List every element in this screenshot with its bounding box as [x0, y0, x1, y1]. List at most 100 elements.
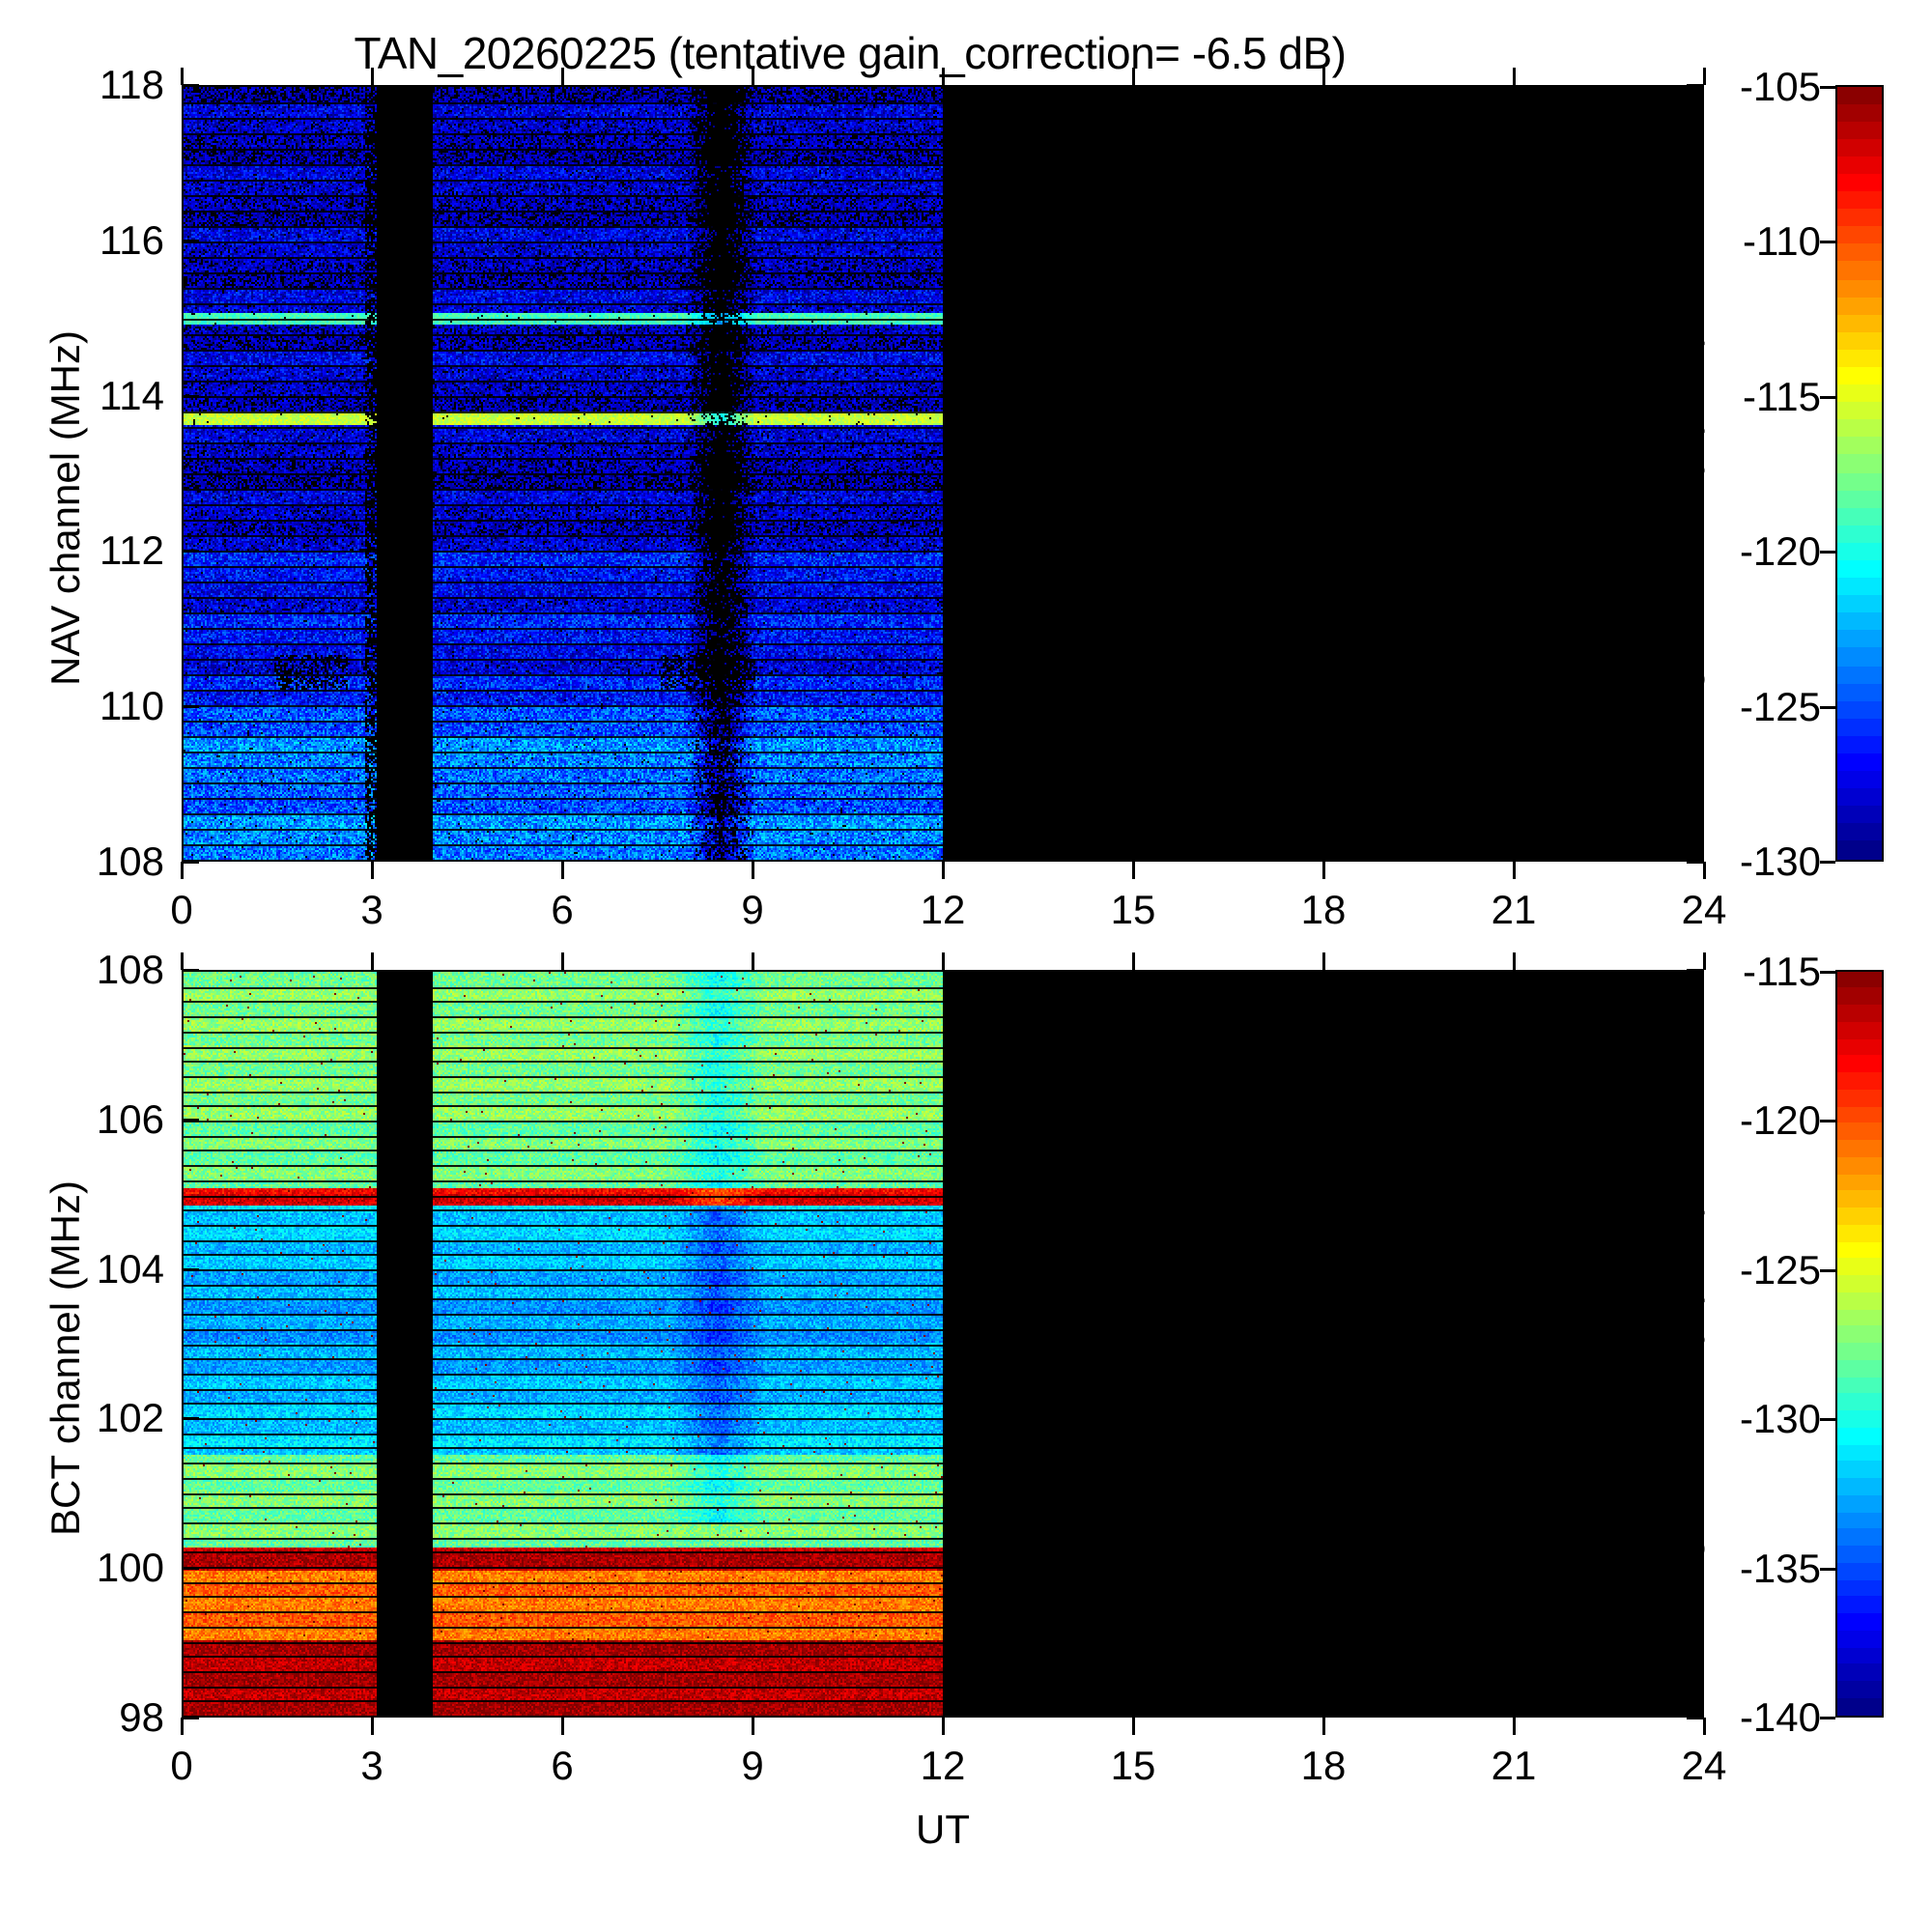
bct-x-tick-top — [1322, 952, 1325, 970]
nav-x-tick — [1513, 862, 1516, 879]
bct-x-tick-label: 24 — [1681, 1743, 1727, 1788]
nav-x-tick-top — [1513, 68, 1516, 85]
bct-y-tick — [182, 1267, 199, 1271]
bct-x-tick — [1322, 1718, 1325, 1735]
bct-colorbar-tick-label: -125 — [1739, 1246, 1821, 1293]
bct-y-tick-right — [1687, 1118, 1704, 1122]
nav-y-tick-right — [1687, 239, 1704, 242]
nav-x-tick-label: 9 — [741, 887, 764, 932]
nav-y-tick-right — [1687, 550, 1704, 554]
bct-x-tick-label: 21 — [1491, 1743, 1537, 1788]
bct-colorbar-tick-label: -115 — [1743, 949, 1821, 994]
bct-colorbar-tick-label: -120 — [1739, 1097, 1821, 1144]
bct-y-tick-label: 106 — [96, 1095, 164, 1142]
bct-x-tick — [942, 1718, 945, 1735]
bct-heatmap-image — [184, 972, 1702, 1716]
nav-y-tick-right — [1687, 861, 1704, 864]
nav-x-tick-top — [752, 68, 754, 85]
bct-colorbar-tick-label: -140 — [1739, 1694, 1821, 1740]
bct-colorbar-tick — [1820, 1418, 1835, 1422]
nav-x-tick-top — [181, 68, 184, 85]
nav-x-tick-top — [371, 68, 374, 85]
bct-x-tick-label: 15 — [1110, 1743, 1156, 1788]
bct-y-tick — [182, 969, 199, 972]
bct-colorbar-tick — [1820, 1717, 1835, 1719]
nav-y-tick — [182, 861, 199, 864]
nav-x-tick — [752, 862, 754, 879]
nav-x-tick — [1322, 862, 1325, 879]
bct-x-tick — [752, 1718, 754, 1735]
nav-colorbar-tick — [1820, 86, 1835, 89]
nav-colorbar-tick-label: -115 — [1743, 373, 1821, 419]
nav-y-axis-title: NAV channel (MHz) — [43, 330, 88, 686]
bct-y-tick-right — [1687, 969, 1704, 972]
nav-x-tick-label: 0 — [170, 887, 193, 932]
nav-x-tick-top — [1703, 68, 1706, 85]
nav-y-tick-label: 110 — [99, 683, 164, 729]
nav-colorbar-tick — [1820, 551, 1835, 554]
bct-x-tick-label: 0 — [170, 1743, 193, 1788]
bct-colorbar — [1835, 970, 1884, 1718]
nav-y-tick-right — [1687, 84, 1704, 87]
bct-y-tick-label: 104 — [96, 1245, 164, 1292]
bct-colorbar-tick — [1820, 971, 1835, 974]
nav-x-tick-label: 3 — [360, 887, 384, 932]
nav-colorbar-tick-label: -110 — [1743, 218, 1821, 265]
bct-x-tick — [1703, 1718, 1706, 1735]
bct-colorbar-tick-label: -135 — [1739, 1545, 1821, 1591]
x-axis-title: UT — [916, 1806, 970, 1852]
nav-y-tick — [182, 550, 199, 554]
bct-y-tick-label: 98 — [119, 1694, 164, 1740]
bct-x-tick-label: 6 — [551, 1743, 574, 1788]
bct-y-tick-right — [1687, 1567, 1704, 1571]
bct-x-tick-label: 3 — [360, 1743, 384, 1788]
nav-y-tick-right — [1687, 394, 1704, 398]
bct-x-tick-top — [371, 952, 374, 970]
bct-x-tick-label: 12 — [920, 1743, 966, 1788]
nav-x-tick — [942, 862, 945, 879]
bct-x-tick-top — [1703, 952, 1706, 970]
bct-spectrogram-panel — [182, 970, 1704, 1718]
nav-x-tick-top — [561, 68, 564, 85]
bct-x-tick-top — [1132, 952, 1135, 970]
nav-heatmap-image — [184, 87, 1702, 860]
nav-x-tick-label: 24 — [1681, 887, 1727, 932]
bct-y-tick-right — [1687, 1267, 1704, 1271]
nav-y-tick — [182, 394, 199, 398]
bct-y-tick-right — [1687, 1417, 1704, 1421]
nav-spectrogram-panel — [182, 85, 1704, 862]
bct-x-tick-top — [561, 952, 564, 970]
nav-x-tick-label: 18 — [1300, 887, 1347, 932]
nav-x-tick-label: 15 — [1110, 887, 1156, 932]
nav-y-tick-label: 108 — [96, 838, 164, 884]
nav-colorbar-tick-label: -120 — [1739, 528, 1821, 575]
bct-y-tick — [182, 1118, 199, 1122]
bct-colorbar-tick-label: -130 — [1739, 1396, 1821, 1442]
nav-y-tick-label: 116 — [99, 216, 164, 263]
bct-y-tick-right — [1687, 1717, 1704, 1719]
bct-y-tick-label: 100 — [96, 1545, 164, 1591]
nav-colorbar-tick-label: -125 — [1739, 683, 1821, 729]
bct-x-tick-label: 9 — [741, 1743, 764, 1788]
nav-x-tick — [1132, 862, 1135, 879]
bct-colorbar-tick — [1820, 1567, 1835, 1571]
bct-y-tick — [182, 1567, 199, 1571]
bct-x-tick-top — [752, 952, 754, 970]
nav-y-tick-label: 118 — [99, 62, 164, 107]
bct-x-tick — [1513, 1718, 1516, 1735]
nav-y-tick-label: 112 — [99, 527, 164, 574]
nav-x-tick-top — [1322, 68, 1325, 85]
nav-colorbar-tick — [1820, 241, 1835, 244]
bct-x-tick-label: 18 — [1300, 1743, 1347, 1788]
nav-x-tick — [1703, 862, 1706, 879]
nav-x-tick — [371, 862, 374, 879]
bct-x-tick-top — [1513, 952, 1516, 970]
nav-x-tick-top — [942, 68, 945, 85]
bct-y-tick — [182, 1417, 199, 1421]
nav-y-tick — [182, 239, 199, 242]
nav-colorbar-tick — [1820, 705, 1835, 709]
bct-x-tick-top — [942, 952, 945, 970]
bct-y-tick — [182, 1717, 199, 1719]
nav-x-tick-top — [1132, 68, 1135, 85]
